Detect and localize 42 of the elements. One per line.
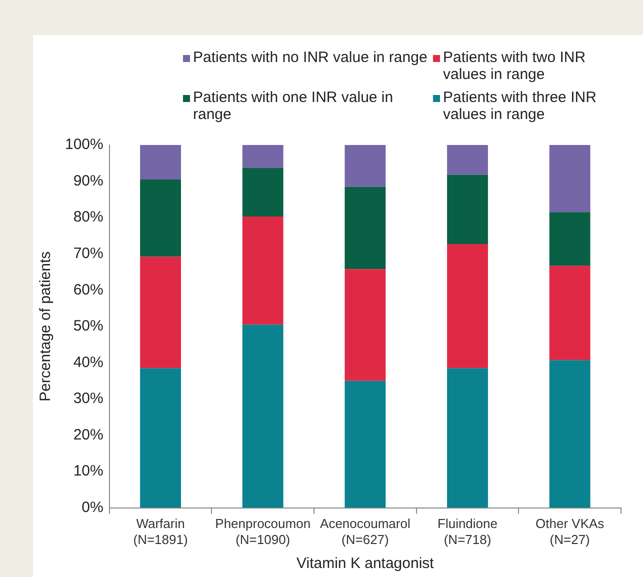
bar [447,368,488,508]
x-tick-label: Phenprocoumon (N=1090) [215,516,311,547]
y-axis-title: Percentage of patients [37,251,54,402]
y-tick-label: 10% [73,462,104,480]
bar [344,269,386,381]
y-tick-label: 60% [73,281,104,298]
y-tick-label: 0% [82,498,104,516]
y-tick-label: 70% [73,244,104,262]
bar [549,360,590,508]
bar [344,186,386,270]
bar [140,179,181,257]
bar [447,174,488,244]
bar [344,145,386,187]
bar [242,216,284,325]
y-tick-label: 50% [73,318,104,335]
bar [140,145,181,180]
legend-label: Patients with two INR values in range [443,49,587,83]
bar [242,324,284,508]
legend-label: Patients with one INR value in range [193,89,394,123]
x-tick-label: Acenocoumarol (N=627) [320,516,410,547]
y-tick-label: 100% [64,136,104,154]
bar [447,244,488,368]
bar [447,145,488,175]
legend-label: Patients with three INR values in range [443,89,598,123]
bar [549,266,590,360]
legend-label: Patients with no INR value in range [193,49,428,66]
bar [344,380,386,508]
x-tick-label: Fluindione (N=718) [438,516,498,547]
bar [140,368,181,508]
bar [242,168,284,216]
y-tick-label: 40% [73,354,104,371]
x-tick-label: Warfarin (N=1891) [133,516,188,547]
y-tick-label: 20% [73,426,104,444]
bar [140,256,181,368]
y-tick-label: 80% [73,208,104,226]
bar [242,145,284,168]
x-axis-title: Vitamin K antagonist [296,555,435,572]
bar [549,145,590,212]
y-tick-label: 30% [73,390,104,408]
bar [549,212,590,266]
y-tick-label: 90% [73,172,104,190]
x-tick-label: Other VKAs (N=27) [536,516,605,547]
